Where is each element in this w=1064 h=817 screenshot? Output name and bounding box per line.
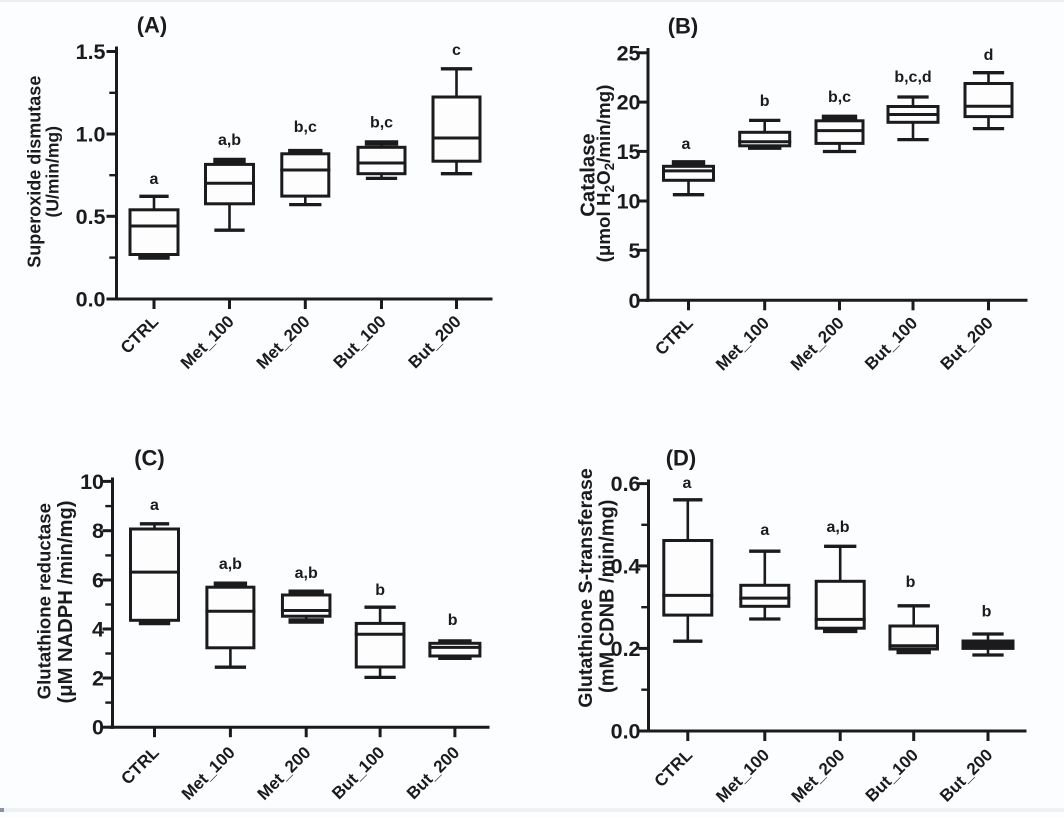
svg-text:a,b: a,b (826, 519, 849, 536)
svg-text:b,c: b,c (294, 119, 317, 136)
svg-text:0: 0 (629, 289, 641, 313)
svg-text:20: 20 (617, 91, 641, 115)
svg-text:a: a (682, 136, 691, 153)
svg-text:b: b (906, 574, 916, 591)
svg-text:(μM NADPH /min/mg): (μM NADPH /min/mg) (55, 501, 77, 704)
svg-text:b,c: b,c (828, 89, 851, 106)
svg-text:a,b: a,b (219, 556, 242, 573)
svg-text:15: 15 (617, 140, 641, 164)
svg-text:a: a (683, 475, 692, 492)
svg-text:(μmol H2O2/min/mg): (μmol H2O2/min/mg) (593, 85, 617, 263)
svg-text:Glutathione reductase: Glutathione reductase (33, 503, 54, 699)
svg-text:(A): (A) (137, 13, 168, 38)
svg-text:a: a (150, 171, 159, 188)
svg-text:2: 2 (92, 667, 104, 691)
svg-text:a: a (150, 497, 159, 514)
svg-text:1.5: 1.5 (76, 40, 106, 64)
svg-text:b: b (448, 612, 458, 629)
svg-text:b,c,d: b,c,d (894, 69, 931, 86)
svg-text:0.6: 0.6 (611, 472, 641, 496)
svg-text:(B): (B) (668, 14, 699, 39)
svg-text:8: 8 (92, 519, 104, 543)
svg-text:0.2: 0.2 (611, 637, 641, 661)
svg-text:Glutathione S-transferase: Glutathione S-transferase (575, 468, 597, 708)
svg-text:0: 0 (92, 716, 104, 740)
svg-text:6: 6 (92, 569, 104, 593)
svg-text:0.0: 0.0 (611, 720, 641, 744)
svg-text:b,c: b,c (370, 115, 393, 132)
svg-text:10: 10 (80, 470, 104, 494)
svg-text:5: 5 (629, 239, 641, 263)
svg-text:(U/min/mg): (U/min/mg) (42, 126, 62, 217)
svg-text:c: c (452, 42, 461, 59)
svg-text:0.5: 0.5 (76, 205, 106, 229)
svg-text:b: b (982, 604, 992, 621)
svg-text:25: 25 (617, 41, 641, 65)
svg-text:4: 4 (92, 618, 104, 642)
svg-text:(mM CDNB /min/mg): (mM CDNB /min/mg) (596, 500, 618, 693)
svg-text:(D): (D) (666, 446, 697, 471)
svg-text:(C): (C) (134, 446, 165, 471)
svg-text:10: 10 (617, 190, 641, 214)
svg-text:Catalase: Catalase (577, 133, 599, 216)
svg-text:a,b: a,b (295, 565, 318, 582)
svg-text:b: b (375, 582, 385, 599)
svg-text:0.4: 0.4 (611, 554, 641, 578)
svg-text:a: a (760, 522, 769, 539)
svg-text:d: d (984, 47, 994, 64)
svg-text:1.0: 1.0 (76, 123, 106, 147)
svg-text:0.0: 0.0 (76, 288, 106, 312)
svg-text:Superoxide dismutase: Superoxide dismutase (24, 76, 44, 268)
svg-text:b: b (760, 93, 770, 110)
svg-text:a,b: a,b (218, 132, 241, 149)
